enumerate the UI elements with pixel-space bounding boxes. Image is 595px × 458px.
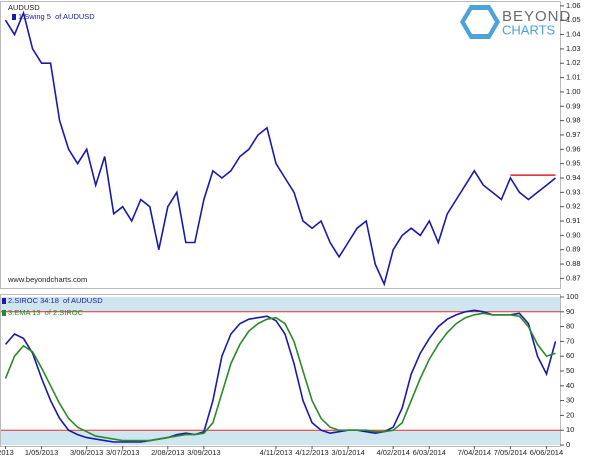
x-tick-label: 7/05/2014 [494, 448, 527, 457]
legend-label: 3.EMA 13 of 2.SIROC [8, 308, 84, 317]
y-tick-label: 30 [566, 396, 574, 405]
y-tick-label: 0.94 [566, 173, 581, 182]
legend-swatch [2, 298, 6, 304]
legend-label: 2.SIROC 34:18 of AUDUSD [8, 296, 103, 305]
y-tick-label: 0.99 [566, 101, 581, 110]
watermark: www.beyondcharts.com [7, 275, 87, 284]
legend-swatch [2, 310, 6, 316]
x-tick-label: 4/12/2013 [295, 448, 328, 457]
y-tick-label: 0.98 [566, 116, 581, 125]
x-tick-label: 3/09/2013 [187, 448, 220, 457]
y-tick-label: 0.88 [566, 259, 581, 268]
y-tick-label: 1.05 [566, 15, 581, 24]
x-tick-label: 2/08/2013 [151, 448, 184, 457]
x-tick-label: 4/11/2013 [260, 448, 293, 457]
shaded-band [1, 297, 560, 312]
y-tick-label: 0.87 [566, 273, 581, 282]
y-tick-label: 1.01 [566, 73, 581, 82]
y-tick-label: 0.93 [566, 187, 581, 196]
logo-text: CHARTS [502, 22, 556, 37]
y-tick-label: 70 [566, 336, 574, 345]
y-tick-label: 1.06 [566, 1, 581, 10]
legend-label: 1.Swing 5 of AUDUSD [18, 12, 95, 21]
y-tick-label: 1.02 [566, 58, 581, 67]
x-tick-label: 2013 [0, 448, 14, 457]
y-tick-label: 0.89 [566, 245, 581, 254]
x-tick-label: 7/04/2014 [458, 448, 491, 457]
y-tick-label: 10 [566, 425, 574, 434]
y-tick-label: 0 [566, 440, 570, 449]
y-tick-label: 0.96 [566, 144, 581, 153]
legend-swatch [12, 14, 16, 20]
logo-text: BEYOND [502, 8, 571, 25]
logo-inner [465, 10, 495, 34]
y-tick-label: 20 [566, 410, 574, 419]
y-tick-label: 0.97 [566, 130, 581, 139]
x-tick-label: 1/05/2013 [25, 448, 58, 457]
chart-title: AUDUSD [8, 3, 40, 12]
y-tick-label: 1.00 [566, 87, 581, 96]
y-tick-label: 100 [566, 292, 579, 301]
x-tick-label: 4/02/2014 [377, 448, 410, 457]
y-tick-label: 1.03 [566, 44, 581, 53]
price-panel-frame [0, 1, 561, 289]
x-tick-label: 3/06/2013 [70, 448, 103, 457]
y-tick-label: 1.04 [566, 30, 581, 39]
x-tick-label: 6/06/2014 [530, 448, 563, 457]
x-tick-label: 6/03/2014 [413, 448, 446, 457]
series-line [4, 309, 557, 443]
series-line [4, 312, 556, 442]
x-tick-label: 3/01/2014 [331, 448, 364, 457]
y-tick-label: 80 [566, 322, 574, 331]
series-line [4, 10, 556, 287]
y-tick-label: 50 [566, 366, 574, 375]
y-tick-label: 0.92 [566, 202, 581, 211]
y-tick-label: 60 [566, 351, 574, 360]
y-tick-label: 0.90 [566, 230, 581, 239]
y-tick-label: 90 [566, 307, 574, 316]
y-tick-label: 40 [566, 381, 574, 390]
logo: BEYOND CHARTS [460, 5, 571, 39]
x-tick-label: 3/07/2013 [106, 448, 139, 457]
y-tick-label: 0.91 [566, 216, 581, 225]
y-tick-label: 0.95 [566, 159, 581, 168]
